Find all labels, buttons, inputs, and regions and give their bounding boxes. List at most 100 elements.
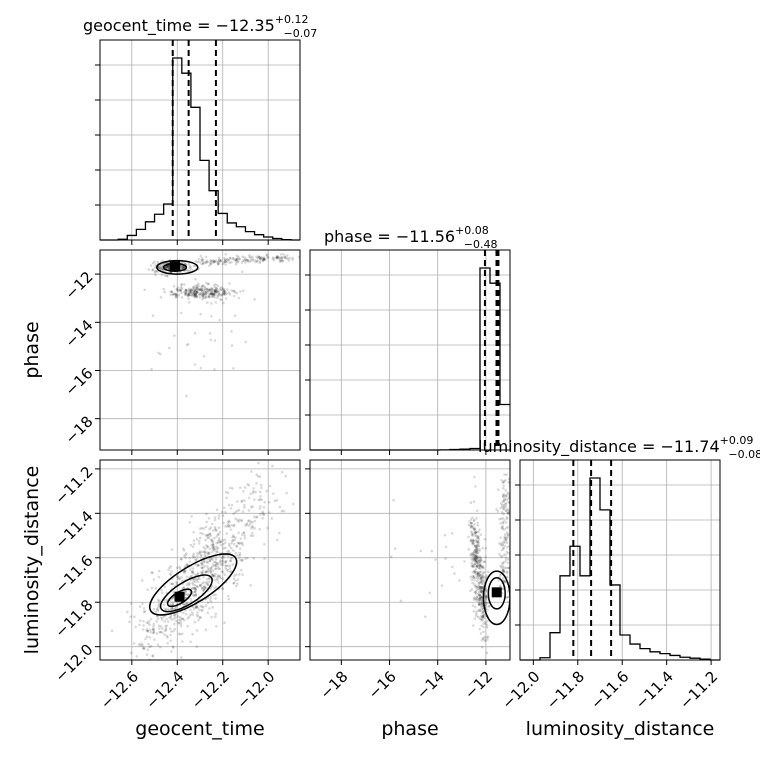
sample-point — [211, 293, 215, 296]
sample-point — [251, 531, 254, 535]
sample-point — [177, 621, 180, 625]
sample-point — [231, 487, 234, 490]
sample-point — [161, 262, 165, 266]
sample-point — [196, 552, 199, 555]
sample-point — [479, 596, 483, 600]
sample-point — [479, 585, 483, 589]
sample-point — [512, 494, 515, 497]
sample-point — [472, 579, 476, 582]
sample-point — [183, 571, 186, 575]
sample-point — [206, 536, 209, 540]
sample-point — [209, 587, 212, 591]
sample-point — [479, 588, 482, 591]
sample-point — [191, 587, 195, 590]
sample-point — [177, 632, 181, 636]
sample-point — [261, 510, 265, 513]
sample-point — [257, 461, 260, 465]
sample-point — [476, 536, 480, 540]
sample-point — [180, 291, 183, 295]
sample-point — [221, 287, 225, 291]
sample-point — [179, 557, 183, 561]
sample-point — [212, 259, 216, 262]
sample-point — [475, 561, 479, 565]
panel-frame — [309, 249, 511, 451]
sample-point — [476, 573, 480, 576]
sample-point — [209, 259, 213, 263]
sample-point — [472, 557, 476, 561]
sample-point — [168, 608, 171, 612]
sample-point — [203, 564, 206, 568]
sample-point — [198, 551, 202, 554]
sample-point — [511, 570, 514, 573]
sample-point — [171, 292, 175, 296]
sample-point — [183, 283, 186, 286]
sample-point — [222, 289, 226, 292]
sample-point — [168, 566, 171, 570]
sample-point — [142, 646, 146, 650]
sample-point — [156, 609, 160, 613]
sample-point — [481, 573, 484, 576]
sample-point — [477, 593, 481, 597]
sample-point — [505, 550, 509, 554]
sample-point — [221, 538, 224, 542]
sample-point — [201, 285, 204, 288]
sample-point — [470, 539, 473, 543]
sample-point — [473, 544, 477, 547]
sample-point — [499, 544, 503, 547]
sample-point — [480, 586, 483, 590]
sample-point — [476, 552, 480, 555]
sample-point — [185, 268, 189, 272]
sample-point — [185, 394, 188, 398]
sample-point — [247, 483, 251, 487]
sample-point — [206, 550, 209, 554]
sample-point — [221, 563, 224, 567]
sample-point — [222, 542, 225, 546]
sample-point — [503, 537, 507, 541]
sample-point — [197, 618, 200, 622]
sample-point — [206, 601, 210, 604]
sample-point — [216, 541, 220, 545]
sample-point — [476, 539, 480, 543]
sample-point — [240, 533, 244, 536]
sample-point — [505, 541, 509, 545]
sample-point — [191, 545, 195, 549]
sample-point — [240, 270, 244, 274]
sample-point — [175, 619, 178, 623]
sample-point — [200, 526, 204, 530]
sample-point — [164, 608, 168, 612]
sample-point — [228, 282, 231, 285]
sample-point — [507, 497, 510, 500]
sample-point — [147, 619, 151, 623]
sample-point — [210, 291, 214, 294]
sample-point — [470, 552, 474, 555]
sample-point — [209, 538, 213, 542]
sample-point — [183, 569, 187, 573]
sample-point — [214, 528, 218, 532]
sample-point — [510, 567, 513, 570]
sample-point — [184, 556, 187, 559]
scatter-phase-luminosity_distance — [389, 473, 515, 655]
sample-point — [202, 605, 205, 609]
sample-point — [481, 571, 485, 574]
sample-point — [262, 505, 266, 509]
sample-point — [478, 593, 481, 597]
sample-point — [187, 583, 190, 587]
sample-point — [479, 563, 482, 567]
sample-point — [214, 585, 218, 589]
sample-point — [217, 567, 220, 570]
sample-point — [200, 561, 204, 564]
sample-point — [504, 494, 508, 498]
sample-point — [470, 524, 474, 528]
sample-point — [251, 259, 254, 262]
sample-point — [176, 575, 180, 578]
sample-point — [178, 565, 181, 569]
sample-point — [194, 588, 197, 591]
sample-point — [183, 618, 186, 622]
sample-point — [186, 269, 190, 272]
sample-point — [262, 257, 265, 261]
sample-point — [475, 549, 479, 552]
sample-point — [194, 594, 197, 597]
sample-point — [502, 493, 505, 497]
sample-point — [214, 597, 217, 600]
sample-point — [480, 590, 483, 594]
